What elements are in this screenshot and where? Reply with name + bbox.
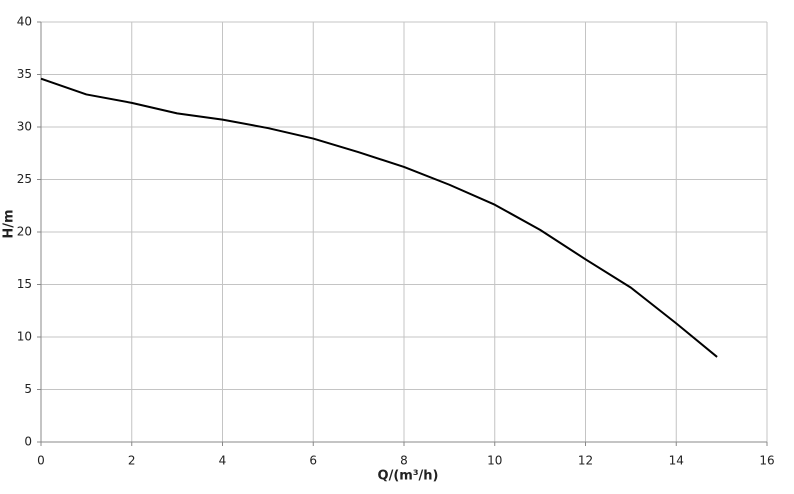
data-line [40, 77, 718, 358]
x-tick-label: 2 [128, 454, 136, 468]
x-tick-label: 10 [487, 454, 502, 468]
x-tick-label: 0 [37, 454, 45, 468]
x-tick-label: 14 [669, 454, 684, 468]
x-tick-label: 6 [309, 454, 317, 468]
y-tick-label: 40 [17, 15, 32, 29]
y-tick-label: 30 [17, 120, 32, 134]
y-tick-label: 25 [17, 172, 32, 186]
y-tick-label: 0 [24, 435, 32, 449]
y-tick-label: 15 [17, 277, 32, 291]
y-tick-label: 20 [17, 225, 32, 239]
y-axis-label: H/m [2, 209, 17, 238]
x-tick-label: 4 [219, 454, 227, 468]
x-tick-label: 16 [759, 454, 774, 468]
y-tick-label: 35 [17, 67, 32, 81]
x-axis-label: Q/(m³/h) [378, 469, 439, 484]
x-tick-label: 8 [400, 454, 408, 468]
y-tick-label: 5 [24, 382, 32, 396]
x-tick-label: 12 [578, 454, 593, 468]
y-tick-label: 10 [17, 330, 32, 344]
